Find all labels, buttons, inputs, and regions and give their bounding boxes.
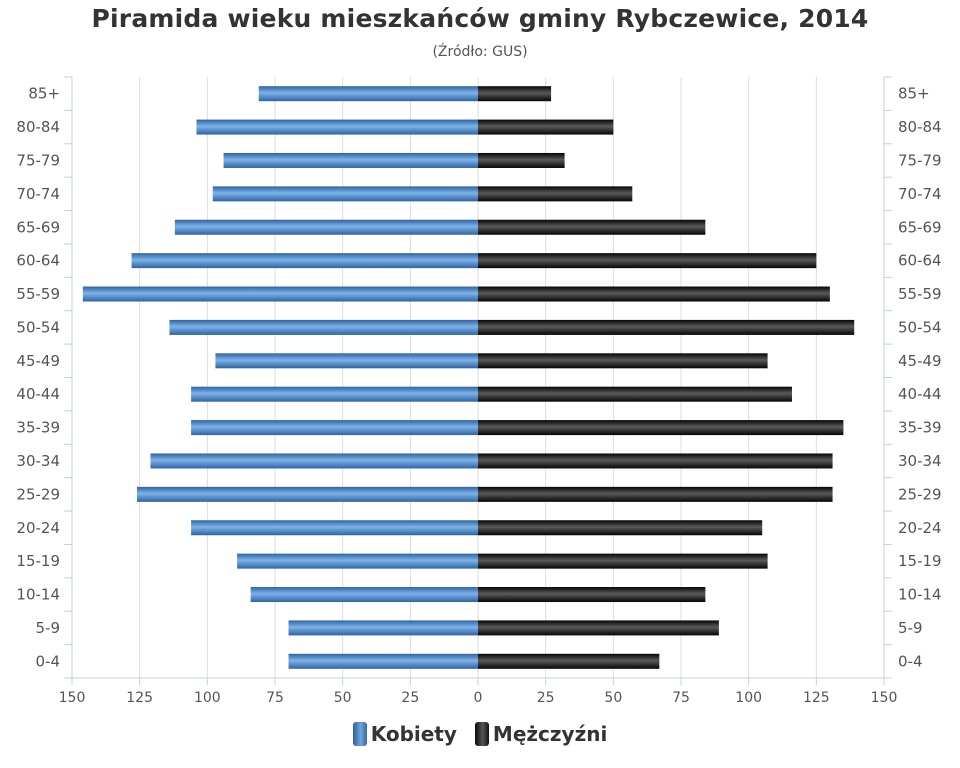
bar-men (478, 486, 833, 502)
bar-men (478, 86, 552, 102)
legend-item-women[interactable]: Kobiety (352, 722, 457, 746)
x-tick-label: 150 (871, 690, 898, 706)
y-category-label-right: 20-24 (898, 519, 942, 537)
bar-men (478, 386, 792, 402)
y-category-label-left: 65-69 (16, 218, 60, 236)
bar-men (478, 253, 817, 269)
bar-men (478, 186, 633, 202)
x-tick-label: 50 (334, 690, 352, 706)
bar-women (131, 253, 478, 269)
x-tick-label: 75 (672, 690, 690, 706)
y-category-label-left: 0-4 (36, 652, 61, 670)
y-category-label-right: 85+ (898, 85, 930, 103)
bar-men (478, 587, 706, 603)
x-tick-label: 75 (266, 690, 284, 706)
bar-women (250, 587, 478, 603)
bar-women (258, 86, 478, 102)
bar-women (169, 319, 478, 335)
x-tick-label: 125 (126, 690, 153, 706)
legend-item-men[interactable]: Mężczyźni (474, 722, 608, 746)
bar-men (478, 420, 844, 436)
bar-women (215, 353, 478, 369)
chart-title: Piramida wieku mieszkańców gminy Rybczew… (91, 4, 869, 33)
x-tick-label: 150 (59, 690, 86, 706)
y-category-label-left: 40-44 (16, 385, 60, 403)
legend-label-men: Mężczyźni (492, 722, 608, 746)
chart-subtitle: (Źródło: GUS) (432, 44, 528, 60)
x-tick-label: 25 (401, 690, 419, 706)
y-category-label-right: 15-19 (898, 552, 942, 570)
bar-women (288, 653, 478, 669)
y-category-label-left: 15-19 (16, 552, 60, 570)
y-category-label-right: 80-84 (898, 118, 942, 136)
bar-men (478, 453, 833, 469)
bar-women (150, 453, 478, 469)
y-category-label-left: 45-49 (16, 352, 60, 370)
y-category-label-left: 30-34 (16, 452, 60, 470)
bar-men (478, 319, 855, 335)
bar-men (478, 353, 768, 369)
y-category-label-left: 5-9 (36, 619, 61, 637)
y-category-label-left: 60-64 (16, 252, 60, 270)
bar-women (82, 286, 479, 302)
y-category-label-left: 75-79 (16, 151, 60, 169)
bar-women (174, 219, 478, 235)
x-tick-label: 100 (735, 690, 762, 706)
label-layer: 150 125 100 75 50 25 0 25 50 75 100 125 150 0-4 0-4 5-9… (16, 85, 941, 706)
x-tick-label: 50 (604, 690, 622, 706)
bar-men (478, 219, 706, 235)
bar-women (212, 186, 478, 202)
y-category-label-right: 60-64 (898, 252, 942, 270)
y-category-label-right: 70-74 (898, 185, 942, 203)
x-tick-label: 125 (803, 690, 830, 706)
y-category-label-right: 55-59 (898, 285, 942, 303)
x-tick-label: 0 (474, 690, 483, 706)
y-category-label-right: 50-54 (898, 318, 942, 336)
bar-men (478, 286, 830, 302)
legend-label-women: Kobiety (370, 722, 457, 746)
bar-men (478, 553, 768, 569)
axis-layer (64, 76, 892, 685)
y-category-label-left: 10-14 (16, 586, 60, 604)
legend-swatch-women (352, 722, 367, 746)
y-category-label-left: 80-84 (16, 118, 60, 136)
y-category-label-right: 35-39 (898, 419, 942, 437)
bar-women (191, 520, 479, 536)
y-category-label-right: 75-79 (898, 151, 942, 169)
bar-women (223, 152, 478, 168)
y-category-label-left: 20-24 (16, 519, 60, 537)
bar-men (478, 520, 763, 536)
y-category-label-right: 5-9 (898, 619, 923, 637)
bar-layer (82, 86, 855, 669)
y-category-label-right: 0-4 (898, 652, 923, 670)
y-category-label-left: 70-74 (16, 185, 60, 203)
bar-women (196, 119, 479, 135)
legend-swatch-men (474, 722, 489, 746)
bar-women (191, 386, 479, 402)
y-category-label-right: 65-69 (898, 218, 942, 236)
x-tick-label: 100 (194, 690, 221, 706)
bar-women (191, 420, 479, 436)
y-category-label-right: 10-14 (898, 586, 942, 604)
y-category-label-left: 55-59 (16, 285, 60, 303)
y-category-label-right: 30-34 (898, 452, 942, 470)
x-tick-label: 25 (537, 690, 555, 706)
y-category-label-right: 25-29 (898, 485, 942, 503)
y-category-label-left: 35-39 (16, 419, 60, 437)
bar-men (478, 620, 719, 636)
y-category-label-right: 40-44 (898, 385, 942, 403)
y-category-label-right: 45-49 (898, 352, 942, 370)
bar-men (478, 152, 565, 168)
y-category-label-left: 50-54 (16, 318, 60, 336)
bar-women (136, 486, 478, 502)
bar-men (478, 653, 660, 669)
y-category-label-left: 85+ (28, 85, 60, 103)
bar-women (237, 553, 478, 569)
legend: Kobiety Mężczyźni (0, 722, 960, 746)
bar-women (288, 620, 478, 636)
y-category-label-left: 25-29 (16, 485, 60, 503)
bar-men (478, 119, 614, 135)
